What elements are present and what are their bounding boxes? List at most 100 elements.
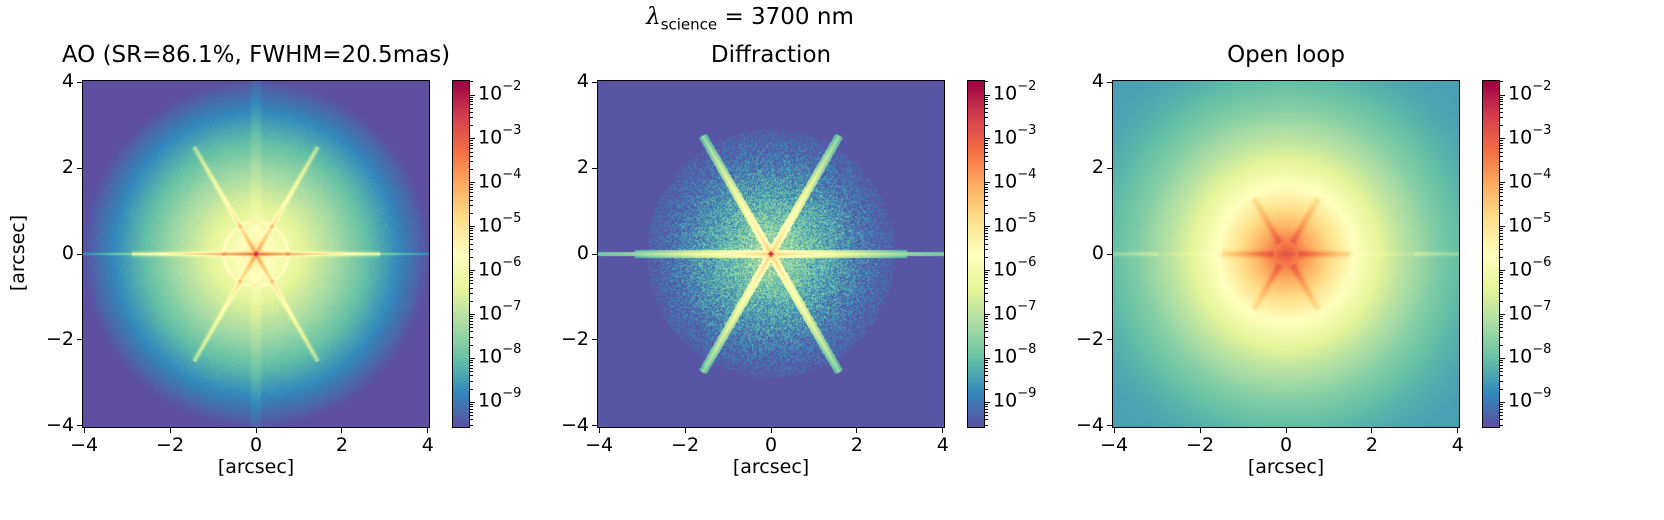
x-tick <box>1457 428 1459 433</box>
colorbar-minor-tick <box>470 274 473 276</box>
colorbar-minor-tick <box>1500 424 1503 426</box>
colorbar-tick-label: 10−8 <box>993 342 1036 368</box>
colorbar-major-tick <box>470 357 475 359</box>
colorbar-minor-tick <box>985 195 988 197</box>
colorbar-minor-tick <box>1500 107 1503 109</box>
colorbar-minor-tick <box>985 362 988 364</box>
tick-base: 10 <box>1508 82 1533 105</box>
colorbar-minor-tick <box>470 117 473 119</box>
colorbar-tick-label: 10−5 <box>993 210 1037 237</box>
colorbar-minor-tick <box>985 287 988 289</box>
colorbar-minor-tick <box>470 406 473 408</box>
colorbar-minor-tick <box>985 142 988 144</box>
colorbar-gradient <box>1483 81 1499 427</box>
tick-exponent: −7 <box>502 298 522 314</box>
colorbar-tick-label: 10−6 <box>993 255 1036 280</box>
tick-base: 10 <box>993 345 1018 368</box>
tick-base: 10 <box>478 389 503 412</box>
colorbar-minor-tick <box>985 239 988 241</box>
tick-exponent: −2 <box>1532 79 1552 95</box>
colorbar-minor-tick <box>470 318 473 320</box>
colorbar-major-tick <box>985 314 990 316</box>
tick-base: 10 <box>993 214 1018 237</box>
colorbar-minor-tick <box>470 96 473 98</box>
colorbar-minor-tick <box>1500 169 1503 171</box>
colorbar-minor-tick <box>1500 249 1503 251</box>
colorbar-minor-tick <box>470 380 473 382</box>
colorbar-tick-label: 10−3 <box>993 123 1036 148</box>
colorbar-minor-tick <box>470 364 473 366</box>
colorbar-minor-tick <box>1500 161 1503 163</box>
y-tick <box>1107 253 1112 255</box>
tick-exponent: −7 <box>1532 298 1552 314</box>
colorbar-minor-tick <box>1500 408 1503 410</box>
colorbar-minor-tick <box>470 155 473 157</box>
colorbar-minor-tick <box>985 81 988 83</box>
x-tick <box>1199 428 1201 433</box>
x-tick <box>942 428 944 433</box>
colorbar-minor-tick <box>985 98 988 100</box>
colorbar-tick-label: 10−3 <box>1508 123 1551 149</box>
tick-base: 10 <box>1508 126 1533 149</box>
colorbar-minor-tick <box>1500 142 1503 144</box>
colorbar-minor-tick <box>985 192 988 194</box>
colorbar-minor-tick <box>470 104 473 106</box>
tick-exponent: −2 <box>502 79 522 95</box>
colorbar-minor-tick <box>1500 318 1503 320</box>
colorbar-minor-tick <box>1500 403 1503 405</box>
tick-base: 10 <box>993 257 1018 280</box>
colorbar-major-tick <box>1500 401 1505 403</box>
y-tick-label: 0 <box>1091 242 1104 264</box>
tick-base: 10 <box>993 82 1018 105</box>
x-tick <box>169 428 171 433</box>
colorbar-minor-tick <box>1500 411 1503 413</box>
tick-exponent: −2 <box>1017 79 1037 95</box>
colorbar-major-tick <box>985 357 990 359</box>
y-tick <box>77 167 82 169</box>
tick-exponent: −9 <box>1017 386 1037 402</box>
colorbar-tick-label: 10−8 <box>1508 342 1552 367</box>
colorbar-major-tick <box>1500 226 1505 228</box>
colorbar-minor-tick <box>470 375 473 377</box>
x-tick-label: 0 <box>249 434 263 456</box>
colorbar-major-tick <box>1500 270 1505 272</box>
tick-base: 10 <box>478 345 503 368</box>
colorbar-gradient <box>453 81 469 427</box>
colorbar-minor-tick <box>985 316 988 318</box>
y-tick-label: 0 <box>576 242 589 264</box>
colorbar-minor-tick <box>1500 228 1503 230</box>
colorbar-minor-tick <box>985 101 988 103</box>
colorbar-gradient <box>968 81 984 427</box>
colorbar-minor-tick <box>1500 243 1503 245</box>
psf-image-ao <box>82 80 430 428</box>
colorbar-minor-tick <box>470 424 473 426</box>
x-tick-label: −4 <box>70 434 99 456</box>
colorbar-major-tick <box>470 314 475 316</box>
colorbar-minor-tick <box>470 186 473 188</box>
colorbar-major-tick <box>985 401 990 403</box>
colorbar-minor-tick <box>1500 359 1503 361</box>
tick-exponent: −5 <box>1017 210 1037 226</box>
colorbar-minor-tick <box>985 408 988 410</box>
tick-base: 10 <box>478 126 503 149</box>
colorbar-minor-tick <box>1500 316 1503 318</box>
tick-base: 10 <box>478 214 503 237</box>
y-tick-label: −2 <box>1075 327 1104 350</box>
colorbar-minor-tick <box>985 367 988 369</box>
colorbar-major-tick <box>1500 138 1505 140</box>
colorbar-tick-label: 10−5 <box>1508 211 1551 236</box>
figure-suptitle: λscience = 3700 nm <box>0 4 1500 34</box>
colorbar-minor-tick <box>985 359 988 361</box>
x-tick-label: −2 <box>671 434 700 456</box>
colorbar-minor-tick <box>1500 344 1503 346</box>
colorbar-major-tick <box>985 182 990 184</box>
colorbar-minor-tick <box>1500 145 1503 147</box>
colorbar-tick-label: 10−6 <box>478 255 521 280</box>
x-tick-label: −2 <box>156 434 185 456</box>
colorbar-minor-tick <box>985 256 988 258</box>
colorbar-minor-tick <box>1500 371 1503 373</box>
tick-exponent: −8 <box>1532 342 1552 358</box>
colorbar-minor-tick <box>985 243 988 245</box>
colorbar-minor-tick <box>1500 195 1503 197</box>
x-tick-label: −2 <box>1186 434 1215 456</box>
